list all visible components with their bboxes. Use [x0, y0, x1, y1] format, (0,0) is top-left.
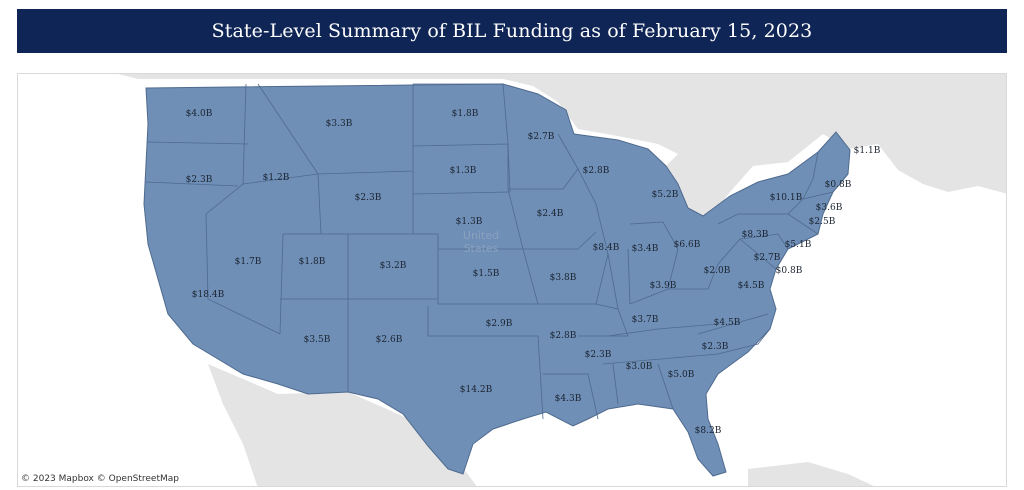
state-label-sd[interactable]: $1.3B [449, 166, 477, 176]
state-label-tn[interactable]: $3.7B [631, 315, 659, 325]
state-label-ca[interactable]: $18.4B [191, 290, 225, 300]
map-canvas [18, 74, 1006, 486]
map-view[interactable]: United States $4.0B $2.3B $18.4B $1.2B $… [17, 73, 1007, 487]
united-states[interactable] [143, 83, 851, 477]
caribbean-landmass [748, 462, 874, 486]
state-label-ar[interactable]: $2.8B [549, 331, 577, 341]
state-label-id[interactable]: $1.2B [262, 173, 290, 183]
state-borders [145, 83, 834, 420]
country-label: United States [462, 229, 500, 255]
state-label-co[interactable]: $3.2B [379, 261, 407, 271]
state-label-ky[interactable]: $3.9B [649, 281, 677, 291]
state-label-wy[interactable]: $2.3B [354, 193, 382, 203]
state-label-ms[interactable]: $2.3B [584, 350, 612, 360]
state-label-me[interactable]: $1.1B [853, 146, 881, 156]
canada-landmass [118, 74, 1006, 224]
state-label-mn[interactable]: $2.7B [527, 132, 555, 142]
state-label-sc[interactable]: $2.3B [701, 342, 729, 352]
state-label-ma[interactable]: $3.6B [815, 203, 843, 213]
mexico-landmass [208, 364, 477, 486]
state-label-nj[interactable]: $5.1B [784, 240, 812, 250]
state-label-or[interactable]: $2.3B [185, 175, 213, 185]
state-label-la[interactable]: $4.3B [554, 394, 582, 404]
state-label-de[interactable]: $0.8B [775, 266, 803, 276]
state-label-tx[interactable]: $14.2B [459, 385, 493, 395]
state-label-oh[interactable]: $6.6B [673, 240, 701, 250]
state-label-nc[interactable]: $4.5B [713, 318, 741, 328]
state-label-va[interactable]: $4.5B [737, 281, 765, 291]
state-label-ok[interactable]: $2.9B [485, 319, 513, 329]
state-label-wa[interactable]: $4.0B [185, 109, 213, 119]
state-label-mt[interactable]: $3.3B [325, 119, 353, 129]
state-label-in[interactable]: $3.4B [631, 244, 659, 254]
state-label-nd[interactable]: $1.8B [451, 109, 479, 119]
state-label-az[interactable]: $3.5B [303, 335, 331, 345]
state-label-ct[interactable]: $2.5B [808, 217, 836, 227]
state-label-vt[interactable]: $0.8B [824, 180, 852, 190]
state-label-il[interactable]: $8.4B [592, 243, 620, 253]
map-attribution[interactable]: © 2023 Mapbox © OpenStreetMap [21, 474, 179, 484]
state-label-pa[interactable]: $8.3B [741, 230, 769, 240]
state-label-ny[interactable]: $10.1B [769, 193, 803, 203]
state-label-mo[interactable]: $3.8B [549, 273, 577, 283]
state-label-nv[interactable]: $1.7B [234, 257, 262, 267]
state-label-ia[interactable]: $2.4B [536, 209, 564, 219]
state-label-md[interactable]: $2.7B [753, 253, 781, 263]
state-label-mi[interactable]: $5.2B [651, 190, 679, 200]
state-label-wv[interactable]: $2.0B [703, 266, 731, 276]
page-title: State-Level Summary of BIL Funding as of… [211, 20, 813, 42]
state-label-fl[interactable]: $8.2B [694, 426, 722, 436]
state-label-ut[interactable]: $1.8B [298, 257, 326, 267]
state-label-nm[interactable]: $2.6B [375, 335, 403, 345]
state-label-ga[interactable]: $5.0B [667, 370, 695, 380]
state-label-al[interactable]: $3.0B [625, 362, 653, 372]
state-label-wi[interactable]: $2.8B [582, 166, 610, 176]
state-label-ne[interactable]: $1.3B [455, 217, 483, 227]
state-label-ks[interactable]: $1.5B [472, 269, 500, 279]
title-banner: State-Level Summary of BIL Funding as of… [17, 9, 1007, 53]
